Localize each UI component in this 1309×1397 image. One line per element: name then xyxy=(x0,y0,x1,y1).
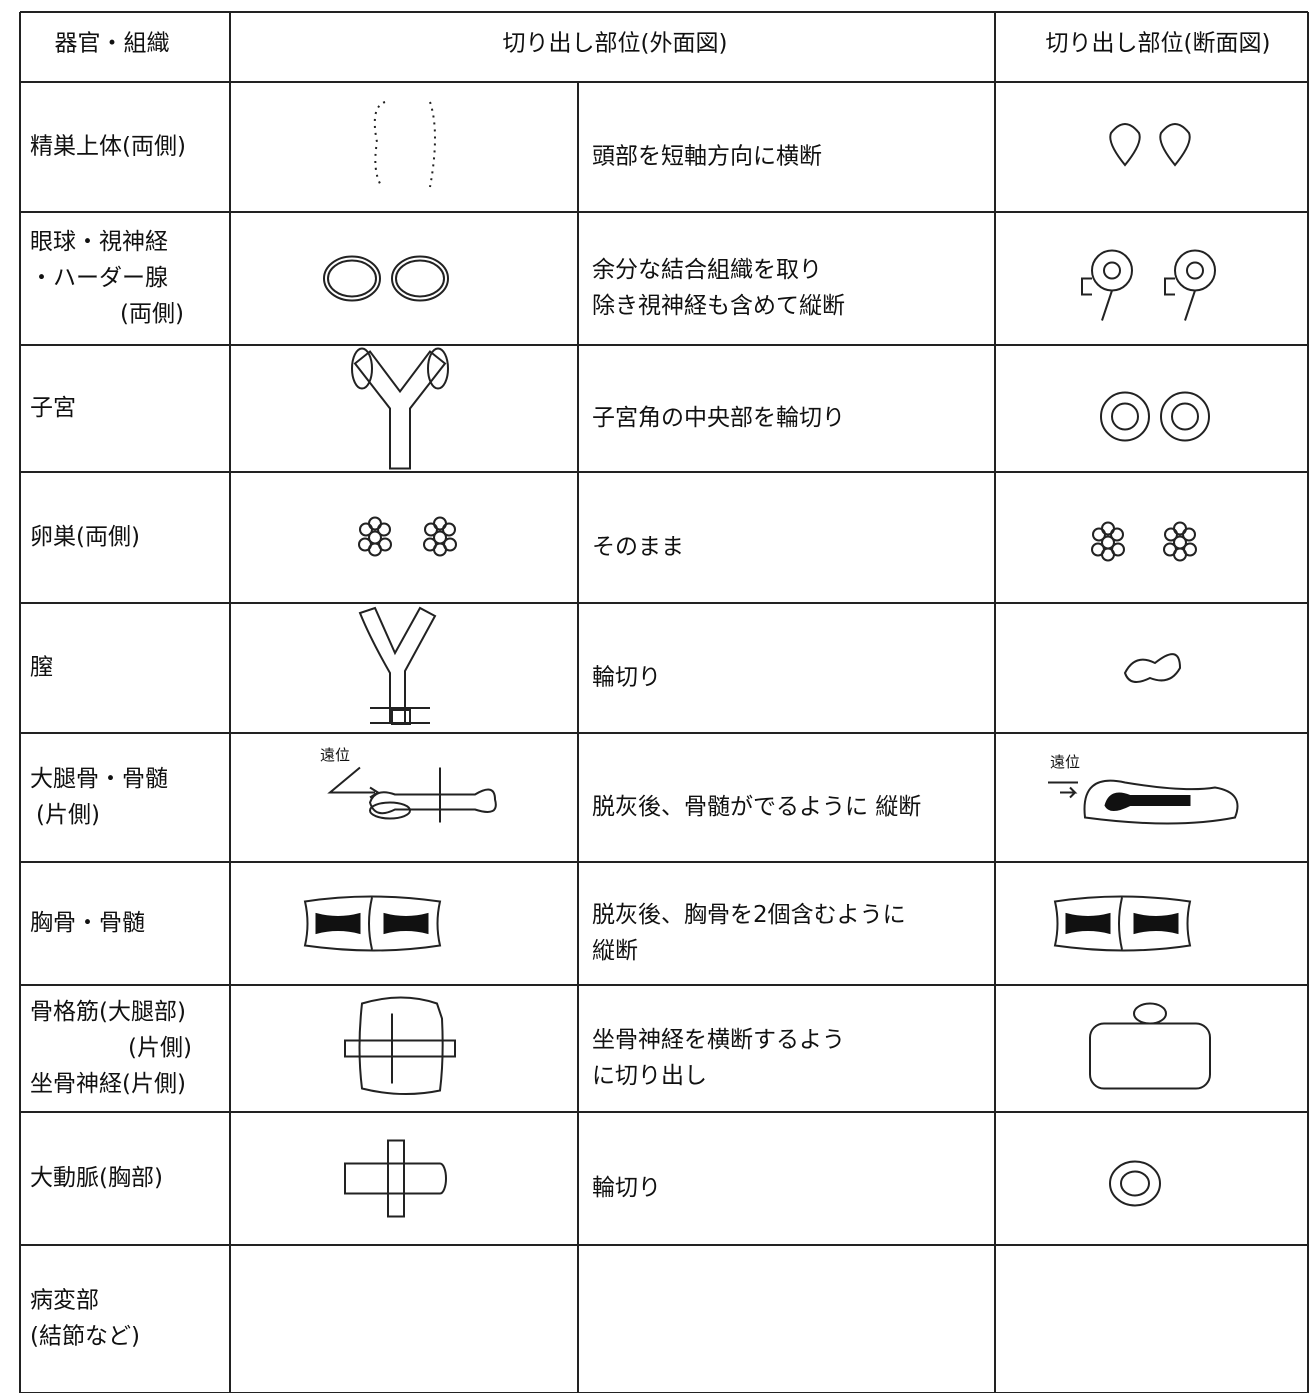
sketch xyxy=(433,542,447,557)
organ-name: 坐骨神経(片側) xyxy=(30,1071,186,1097)
illustration xyxy=(303,895,1192,952)
sketch xyxy=(368,516,382,531)
sketch xyxy=(1109,1160,1161,1207)
sketch xyxy=(344,1039,456,1058)
header-outer: 切り出し部位(外面図) xyxy=(503,31,728,57)
sketch xyxy=(368,897,373,950)
organ-name: 大腿骨・骨髄 xyxy=(30,766,168,792)
illustration xyxy=(323,249,1216,321)
organ-name: 眼球・視神経 xyxy=(30,229,168,255)
illustration xyxy=(358,606,1182,725)
illustration xyxy=(344,1139,1161,1218)
method-text: に切り出し xyxy=(592,1063,707,1089)
sketch xyxy=(1091,249,1133,292)
method-text: 輪切り xyxy=(592,665,661,691)
organ-name: (両側) xyxy=(120,301,184,327)
method-text: 輪切り xyxy=(592,1175,661,1201)
sketch xyxy=(1171,402,1199,431)
sketch xyxy=(1133,912,1179,935)
method-text: 脱灰後、骨髄がでるように 縦断 xyxy=(592,794,921,820)
organ-name: 病変部 xyxy=(30,1288,99,1314)
sketch xyxy=(1173,521,1187,536)
sketch xyxy=(1101,547,1115,562)
sketch xyxy=(344,1162,447,1195)
sketch xyxy=(1103,261,1121,280)
sketch xyxy=(353,350,447,470)
sketch xyxy=(1174,249,1216,292)
sketch xyxy=(358,996,444,1096)
method-text: そのまま xyxy=(592,534,684,560)
sketch xyxy=(303,895,442,952)
sketch xyxy=(1173,547,1187,562)
sketch xyxy=(323,255,381,302)
sketch xyxy=(1123,653,1182,683)
sketch xyxy=(391,255,449,302)
sketch xyxy=(387,1139,405,1218)
header-organ: 器官・組織 xyxy=(55,31,170,57)
header-section: 切り出し部位(断面図) xyxy=(1046,31,1271,57)
sketch xyxy=(427,347,449,390)
sketch xyxy=(369,801,411,820)
organ-name: 胸骨・骨髄 xyxy=(30,910,145,936)
illustration xyxy=(344,996,1211,1096)
organ-name: (結節など) xyxy=(30,1324,140,1350)
sketch xyxy=(1089,1022,1211,1090)
sketch xyxy=(1118,897,1123,950)
sketch xyxy=(1104,792,1191,811)
sketch xyxy=(1109,123,1141,167)
sketch xyxy=(1164,277,1196,321)
organ-name: (片側) xyxy=(36,802,100,828)
sketch xyxy=(1101,521,1115,536)
organ-name: ・ハーダー腺 xyxy=(30,265,168,291)
illustration xyxy=(358,516,1197,562)
organ-name: 膣 xyxy=(30,655,53,681)
direction-label: 遠位 xyxy=(1050,753,1080,771)
sketch xyxy=(1083,779,1239,825)
direction-label: 遠位 xyxy=(320,746,350,764)
sketch xyxy=(1100,391,1150,442)
sketch xyxy=(368,542,382,557)
sketch xyxy=(1120,1170,1150,1197)
organ-name: 卵巣(両側) xyxy=(30,524,140,550)
sketch xyxy=(327,766,380,799)
organ-name: 大動脈(胸部) xyxy=(30,1165,163,1191)
method-text: 脱灰後、胸骨を2個含むように xyxy=(592,902,906,928)
method-text: 余分な結合組織を取り xyxy=(592,257,822,283)
illustration xyxy=(373,101,1191,188)
sketch xyxy=(391,709,411,725)
sketch xyxy=(1133,1002,1167,1025)
sketch xyxy=(1065,912,1111,935)
method-text: 坐骨神経を横断するよう xyxy=(592,1027,845,1053)
sketch xyxy=(1160,391,1210,442)
sketch xyxy=(327,259,377,298)
sketch xyxy=(315,912,361,935)
sketch xyxy=(395,259,445,298)
illustration xyxy=(351,347,1210,470)
sketch xyxy=(368,788,497,815)
organ-name: (片側) xyxy=(128,1035,192,1061)
sketch xyxy=(358,606,437,724)
method-text: 子宮角の中央部を輪切り xyxy=(592,405,845,431)
organ-name: 骨格筋(大腿部) xyxy=(30,999,186,1025)
sketch xyxy=(351,347,373,390)
sketch xyxy=(1111,402,1139,431)
sketch xyxy=(1159,123,1191,167)
sketch xyxy=(1053,895,1192,952)
sketch xyxy=(1081,277,1113,321)
sketch xyxy=(429,101,436,188)
sketch xyxy=(1048,781,1078,799)
illustration: 遠位 遠位 xyxy=(320,746,1239,825)
sketch xyxy=(383,912,429,935)
method-text: 除き視神経も含めて縦断 xyxy=(592,293,845,319)
sketch xyxy=(373,101,386,188)
sketch xyxy=(433,516,447,531)
sketch xyxy=(1186,261,1204,280)
method-text: 縦断 xyxy=(592,938,638,964)
organ-name: 子宮 xyxy=(30,395,76,421)
method-text: 頭部を短軸方向に横断 xyxy=(592,144,822,170)
organ-name: 精巣上体(両側) xyxy=(30,134,186,160)
